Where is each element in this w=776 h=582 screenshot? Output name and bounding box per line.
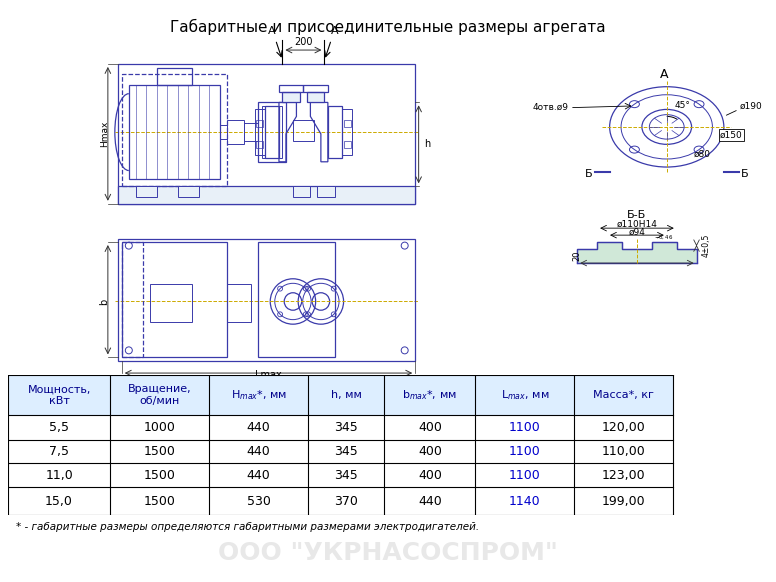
Text: 1140: 1140 [509,495,541,508]
Bar [279,85,303,92]
Text: 440: 440 [247,445,271,458]
Text: ø80: ø80 [694,150,711,158]
Bar [227,120,244,144]
Bar [258,102,286,162]
Bar [293,120,314,141]
Text: Масса*, кг: Масса*, кг [594,390,654,400]
Bar [282,92,300,102]
Text: ø94: ø94 [629,228,646,237]
Text: Мощность,
кВт: Мощность, кВт [27,384,91,406]
Text: 20: 20 [573,251,581,261]
Text: А: А [268,26,275,36]
Bar [119,239,415,361]
Text: 7,5: 7,5 [49,445,69,458]
Text: 120,00: 120,00 [602,421,646,434]
Bar [122,242,143,357]
Bar [344,120,351,127]
Text: 1500: 1500 [144,445,176,458]
Text: * - габаритные размеры определяются габаритными размерами электродигателей.: * - габаритные размеры определяются габа… [16,522,479,532]
Bar [119,186,415,204]
Bar [255,109,265,155]
Bar [307,92,324,102]
Text: 440: 440 [247,469,271,482]
Bar [150,284,192,322]
Bar [327,106,342,158]
Text: 1100: 1100 [509,469,541,482]
Text: h, мм: h, мм [331,390,362,400]
Text: Lmax: Lmax [255,370,282,380]
Text: 200: 200 [294,37,313,47]
Text: 440: 440 [418,495,442,508]
Bar [344,141,351,148]
Text: 1100: 1100 [509,445,541,458]
Text: $_{-0,46}$: $_{-0,46}$ [654,233,674,242]
Text: 400: 400 [418,469,442,482]
Text: 1000: 1000 [144,421,176,434]
Bar [258,242,334,357]
Text: 530: 530 [247,495,271,508]
Text: 110,00: 110,00 [602,445,646,458]
Polygon shape [577,242,697,263]
Bar [244,123,258,141]
Text: А: А [660,68,668,81]
Bar [293,186,310,197]
Text: Б: Б [741,169,749,179]
Text: 4±0,5: 4±0,5 [702,234,711,257]
Text: Hmax: Hmax [100,120,109,147]
Text: b: b [99,299,109,304]
Text: 15,0: 15,0 [45,495,73,508]
Text: 345: 345 [334,421,358,434]
Text: Вращение,
об/мин: Вращение, об/мин [128,384,192,406]
Text: 345: 345 [334,445,358,458]
Text: Б: Б [585,169,592,179]
Bar [341,109,352,155]
Bar [157,68,192,85]
Bar [227,284,251,322]
Text: 345: 345 [334,469,358,482]
Text: L$_{max}$, мм: L$_{max}$, мм [501,388,549,402]
Text: Б-Б: Б-Б [627,210,646,219]
Text: H$_{max}$*, мм: H$_{max}$*, мм [230,388,287,402]
Text: 1500: 1500 [144,469,176,482]
Text: 123,00: 123,00 [602,469,646,482]
Bar [119,64,415,204]
Text: 370: 370 [334,495,358,508]
Bar [122,242,227,357]
Text: 400: 400 [418,445,442,458]
Text: ø110Н14: ø110Н14 [616,219,657,228]
Text: 400: 400 [418,421,442,434]
Bar [8,375,674,414]
Text: ООО "УКРНАСОСПРОМ": ООО "УКРНАСОСПРОМ" [218,541,558,565]
Text: ø190: ø190 [740,102,763,111]
Bar [303,85,327,92]
Bar [262,106,282,158]
Text: 199,00: 199,00 [602,495,646,508]
Text: 1100: 1100 [509,421,541,434]
Bar [136,186,157,197]
Bar [317,186,335,197]
Text: ø150: ø150 [720,130,743,139]
Text: b$_{max}$*, мм: b$_{max}$*, мм [403,388,457,402]
Bar [265,106,279,158]
Bar [129,85,220,179]
Bar [256,120,263,127]
Bar [178,186,199,197]
Text: 5,5: 5,5 [49,421,69,434]
Text: 440: 440 [247,421,271,434]
Bar [220,125,227,139]
Text: 11,0: 11,0 [45,469,73,482]
Text: Габаритные и присоединительные размеры агрегата: Габаритные и присоединительные размеры а… [170,19,606,35]
Text: А: А [331,26,338,36]
Bar [256,141,263,148]
Text: h: h [424,139,430,150]
Bar [122,74,227,186]
Text: 45°: 45° [674,101,690,109]
Text: 1500: 1500 [144,495,176,508]
Text: 4отв.ø9: 4отв.ø9 [532,102,569,111]
